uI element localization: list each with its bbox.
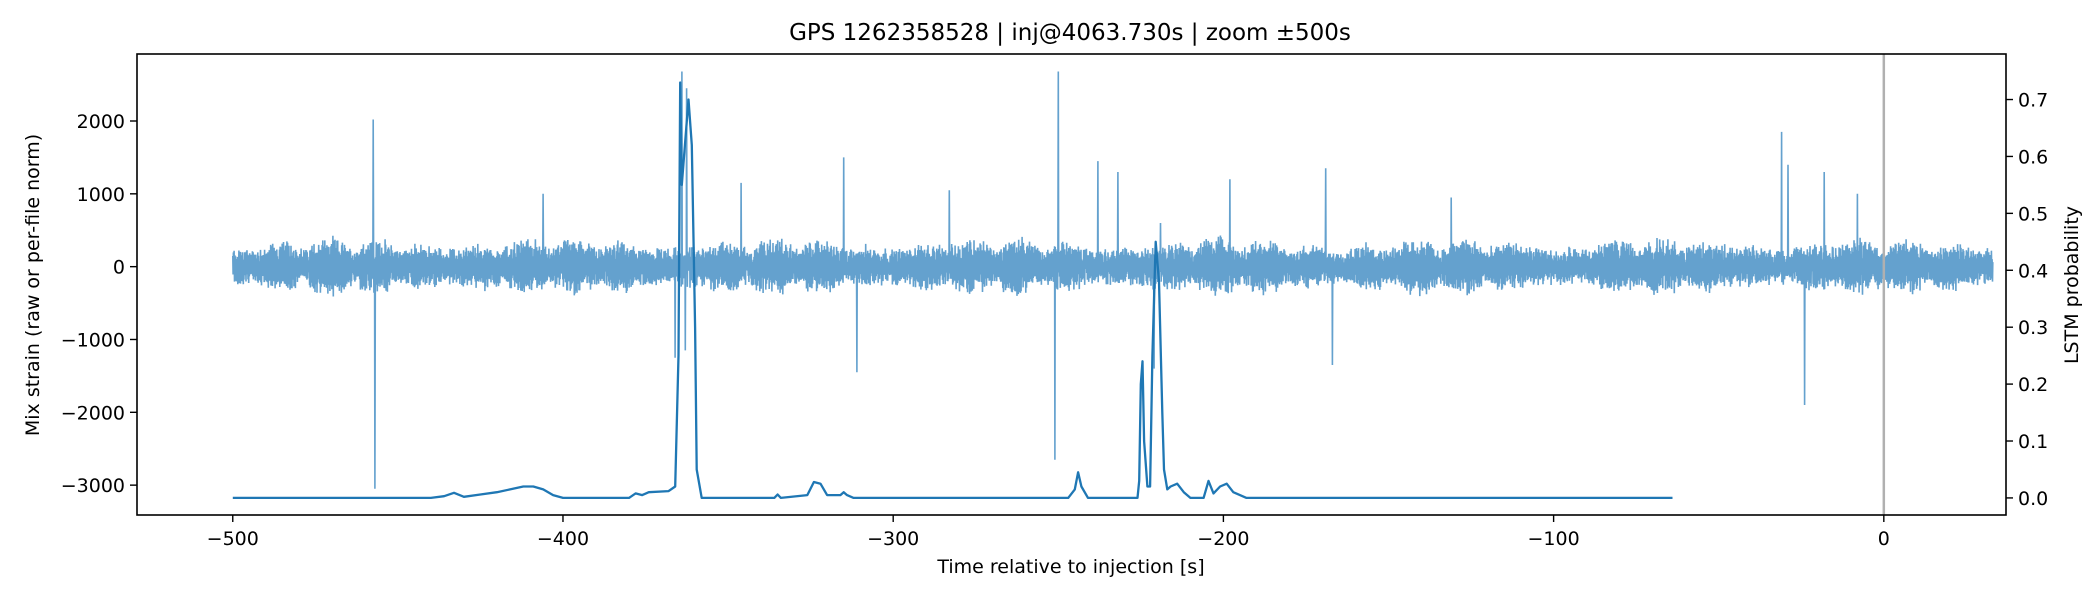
plot-frame: [136, 53, 2007, 516]
x-tick-label: −200: [1197, 528, 1249, 550]
y-left-tick-label: −2000: [61, 402, 125, 424]
chart-title: GPS 1262358528 | inj@4063.730s | zoom ±5…: [789, 20, 1351, 46]
y-left-tick-label: −3000: [61, 475, 125, 497]
y-axis-left: 2000 1000 0 −1000 −2000 −3000: [61, 111, 137, 497]
x-tick-label: −500: [207, 528, 259, 550]
x-axis-label: Time relative to injection [s]: [936, 556, 1204, 578]
probability-line: [232, 81, 1673, 500]
y-right-tick-label: 0.2: [2018, 374, 2048, 396]
y-axis-right-label: LSTM probability: [2061, 206, 2083, 364]
x-axis: −500 −400 −300 −200 −100 0: [207, 515, 1890, 550]
y-left-tick-label: −1000: [61, 329, 125, 351]
y-left-tick-label: 0: [113, 257, 125, 279]
y-right-tick-label: 0.6: [2018, 146, 2048, 168]
y-right-tick-label: 0.5: [2018, 203, 2048, 225]
strain-series: [232, 71, 1994, 489]
lstm-probability-series: [232, 81, 1673, 500]
y-left-tick-label: 2000: [77, 111, 125, 133]
x-tick-label: −100: [1528, 528, 1580, 550]
y-right-tick-label: 0.4: [2018, 260, 2048, 282]
y-right-tick-label: 0.7: [2018, 90, 2048, 112]
x-tick-label: −300: [867, 528, 919, 550]
y-axis-right: 0.0 0.1 0.2 0.3 0.4 0.5 0.6 0.7: [2006, 90, 2048, 510]
y-axis-left-label: Mix strain (raw or per-file norm): [22, 134, 44, 436]
y-right-tick-label: 0.1: [2018, 431, 2048, 453]
y-left-tick-label: 1000: [77, 184, 125, 206]
x-tick-label: −400: [537, 528, 589, 550]
x-tick-label: 0: [1878, 528, 1890, 550]
y-right-tick-label: 0.3: [2018, 317, 2048, 339]
strain-line: [232, 71, 1994, 489]
y-right-tick-label: 0.0: [2018, 488, 2048, 510]
